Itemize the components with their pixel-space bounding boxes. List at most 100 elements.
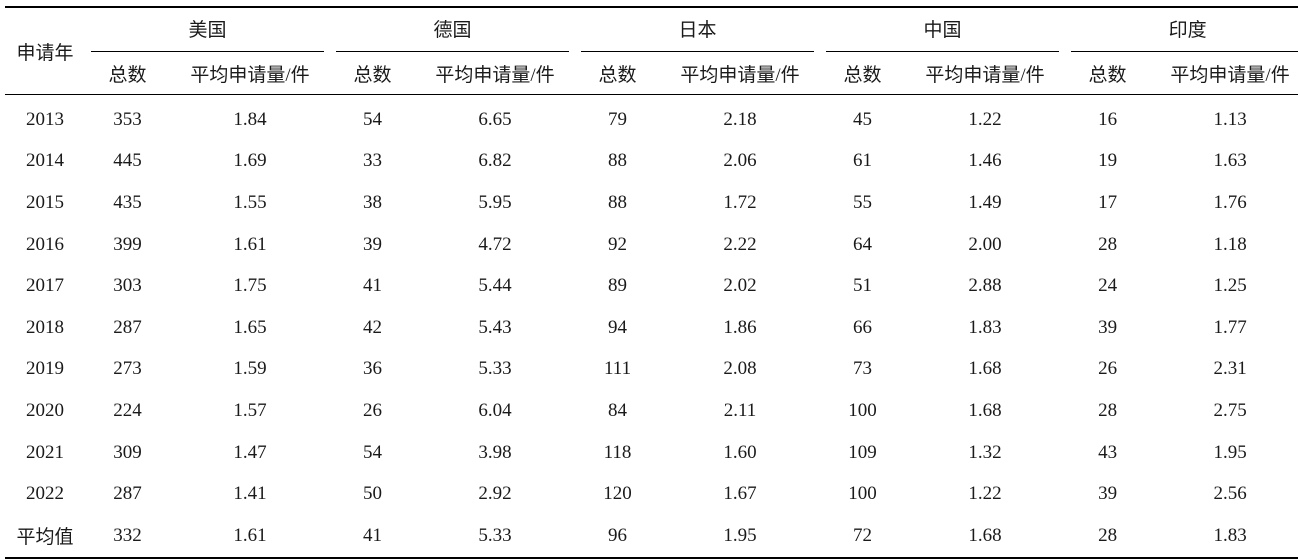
- avg-cell: 1.61: [233, 233, 267, 255]
- avg-cell: 2.88: [968, 275, 1002, 297]
- total-cell: 61: [853, 150, 873, 172]
- table-header: 申请年 美国 德国 日本 中国 印度 总数 平均申请量/件 总数 平均申请量/件…: [5, 6, 1298, 95]
- total-cell: 100: [848, 483, 877, 505]
- year-cell: 2013: [26, 108, 64, 130]
- avg-cell: 1.61: [170, 514, 331, 559]
- avg-cell: 1.46: [968, 150, 1002, 172]
- table-row: 2016 399 1.61 39 4.72 92 2.22 64 2.00 28 1.18: [5, 224, 1298, 266]
- total-cell: 120: [603, 483, 632, 505]
- total-column-header: 总数: [1065, 52, 1151, 95]
- avg-cell: 2.00: [968, 233, 1002, 255]
- total-cell: 309: [113, 441, 142, 463]
- avg-cell: 1.84: [233, 108, 267, 130]
- avg-cell: 1.95: [1213, 441, 1247, 463]
- total-cell: 55: [853, 191, 873, 213]
- patent-application-table: 申请年 美国 德国 日本 中国 印度 总数 平均申请量/件 总数 平均申请量/件…: [5, 6, 1298, 559]
- total-cell: 111: [603, 358, 632, 380]
- avg-cell: 2.06: [723, 150, 757, 172]
- total-cell: 39: [363, 233, 383, 255]
- total-cell: 399: [113, 233, 142, 255]
- avg-cell: 1.32: [968, 441, 1002, 463]
- total-cell: 41: [363, 275, 383, 297]
- avg-cell: 6.82: [478, 150, 512, 172]
- table-body: 2013 353 1.84 54 6.65 79 2.18 45 1.22 16 1.13 2014 4…: [5, 95, 1298, 559]
- total-column-header: 总数: [330, 52, 416, 95]
- total-cell: 28: [1098, 399, 1118, 421]
- total-cell: 42: [363, 316, 383, 338]
- avg-cell: 5.43: [478, 316, 512, 338]
- total-cell: 38: [363, 191, 383, 213]
- avg-cell: 1.95: [660, 514, 821, 559]
- data-table-container: 申请年 美国 德国 日本 中国 印度 总数 平均申请量/件 总数 平均申请量/件…: [5, 6, 1298, 559]
- avg-cell: 5.33: [415, 514, 576, 559]
- avg-cell: 2.75: [1213, 399, 1247, 421]
- year-cell: 平均值: [5, 514, 85, 559]
- total-cell: 287: [113, 483, 142, 505]
- country-header-china: 中国: [820, 6, 1066, 52]
- avg-cell: 1.76: [1213, 191, 1247, 213]
- avg-cell: 1.86: [723, 316, 757, 338]
- total-cell: 19: [1098, 150, 1118, 172]
- year-cell: 2022: [26, 483, 64, 505]
- total-cell: 33: [363, 150, 383, 172]
- avg-cell: 1.67: [723, 483, 757, 505]
- avg-cell: 1.25: [1213, 275, 1247, 297]
- total-cell: 92: [608, 233, 628, 255]
- year-cell: 2019: [26, 358, 64, 380]
- total-column-header: 总数: [575, 52, 661, 95]
- total-cell: 100: [848, 399, 877, 421]
- avg-cell: 1.41: [233, 483, 267, 505]
- avg-column-header: 平均申请量/件: [415, 52, 576, 95]
- table-row: 2022 287 1.41 50 2.92 120 1.67 100 1.22 39 2.56: [5, 473, 1298, 515]
- avg-cell: 6.65: [478, 108, 512, 130]
- avg-cell: 1.60: [723, 441, 757, 463]
- total-cell: 353: [113, 108, 142, 130]
- year-cell: 2018: [26, 316, 64, 338]
- avg-cell: 1.22: [968, 108, 1002, 130]
- year-column-header: 申请年: [5, 6, 85, 95]
- avg-cell: 1.57: [233, 399, 267, 421]
- total-column-header: 总数: [85, 52, 170, 95]
- total-cell: 51: [853, 275, 873, 297]
- country-label: 德国: [336, 9, 570, 52]
- total-cell: 96: [575, 514, 661, 559]
- country-header-japan: 日本: [575, 6, 821, 52]
- avg-cell: 2.02: [723, 275, 757, 297]
- avg-column-header: 平均申请量/件: [905, 52, 1066, 95]
- total-cell: 332: [85, 514, 170, 559]
- avg-cell: 1.13: [1213, 108, 1247, 130]
- year-cell: 2017: [26, 275, 64, 297]
- total-cell: 88: [608, 150, 628, 172]
- total-cell: 39: [1098, 316, 1118, 338]
- total-cell: 17: [1098, 191, 1118, 213]
- country-label: 印度: [1071, 9, 1298, 52]
- total-cell: 224: [113, 399, 142, 421]
- avg-cell: 2.11: [723, 399, 757, 421]
- total-cell: 54: [363, 108, 383, 130]
- total-column-header: 总数: [820, 52, 906, 95]
- total-cell: 64: [853, 233, 873, 255]
- avg-cell: 1.68: [968, 358, 1002, 380]
- total-cell: 273: [113, 358, 142, 380]
- total-cell: 435: [113, 191, 142, 213]
- table-row: 2018 287 1.65 42 5.43 94 1.86 66 1.83 39 1.77: [5, 307, 1298, 349]
- year-cell: 2015: [26, 191, 64, 213]
- avg-cell: 4.72: [478, 233, 512, 255]
- total-cell: 109: [848, 441, 877, 463]
- avg-cell: 1.83: [968, 316, 1002, 338]
- avg-cell: 1.72: [723, 191, 757, 213]
- total-cell: 118: [603, 441, 632, 463]
- avg-cell: 1.55: [233, 191, 267, 213]
- table-row: 2017 303 1.75 41 5.44 89 2.02 51 2.88 24 1.25: [5, 265, 1298, 307]
- year-cell: 2020: [26, 399, 64, 421]
- total-cell: 26: [363, 399, 383, 421]
- avg-cell: 5.44: [478, 275, 512, 297]
- table-row: 平均值 332 1.61 41 5.33 96 1.95 72 1.68 28 1.83: [5, 514, 1298, 559]
- avg-cell: 2.92: [478, 483, 512, 505]
- total-cell: 287: [113, 316, 142, 338]
- total-cell: 39: [1098, 483, 1118, 505]
- country-header-germany: 德国: [330, 6, 576, 52]
- total-cell: 54: [363, 441, 383, 463]
- total-cell: 24: [1098, 275, 1118, 297]
- avg-cell: 1.47: [233, 441, 267, 463]
